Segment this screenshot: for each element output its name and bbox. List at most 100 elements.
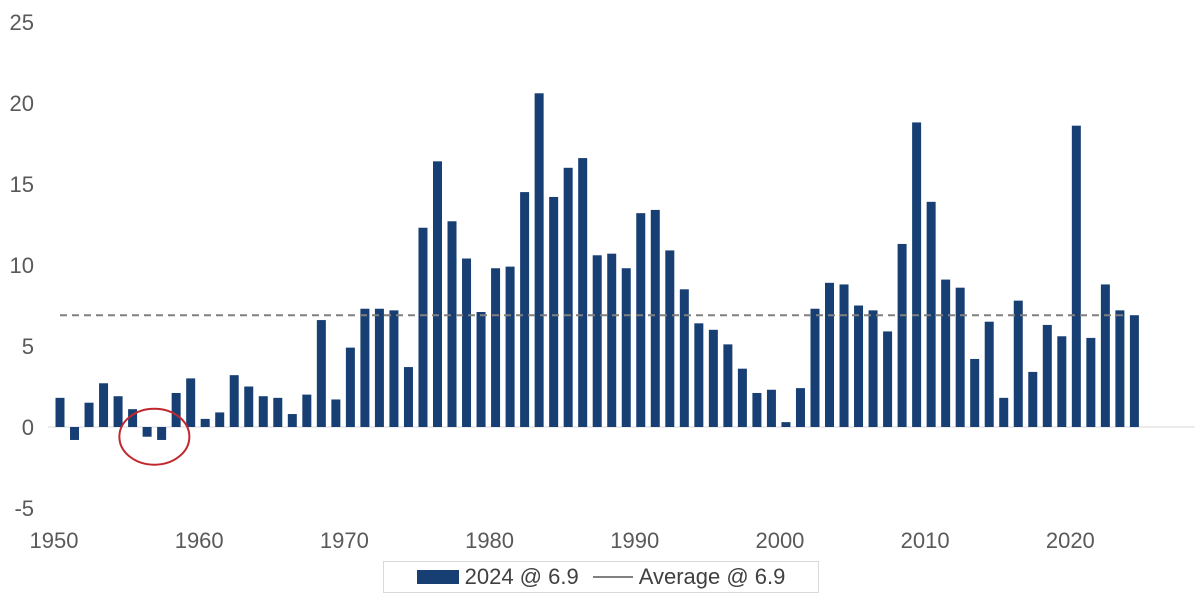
bar	[70, 427, 80, 440]
bar	[462, 258, 472, 427]
bar	[418, 227, 428, 427]
bar	[200, 418, 210, 427]
bar	[55, 397, 65, 427]
x-tick-label: 1960	[175, 528, 224, 553]
legend-item-average: Average @ 6.9	[592, 564, 786, 590]
bar	[1086, 337, 1096, 427]
legend-line-label: Average @ 6.9	[638, 564, 786, 589]
y-tick-label: 10	[10, 253, 34, 278]
bar	[1057, 336, 1067, 427]
bar	[708, 329, 718, 427]
bar	[694, 323, 704, 427]
bar	[1100, 284, 1110, 427]
bar	[665, 250, 675, 427]
bar	[374, 308, 384, 427]
bar	[970, 358, 980, 427]
bar	[142, 427, 152, 437]
bar	[563, 167, 573, 428]
y-tick-label: 20	[10, 91, 34, 116]
bar	[302, 394, 312, 427]
bar	[229, 375, 239, 427]
bar	[607, 253, 617, 427]
bar	[1071, 125, 1081, 428]
bar	[186, 378, 196, 427]
legend-item-bars: 2024 @ 6.9	[416, 564, 579, 590]
bar	[795, 388, 805, 427]
bar	[345, 347, 355, 427]
x-axis: 1950 1960 1970 1980 1990 2000 2010 2020	[30, 528, 1095, 553]
x-tick-label: 1980	[465, 528, 514, 553]
y-axis: -5 0 5 10 15 20 25	[10, 10, 34, 521]
y-tick-label: 25	[10, 10, 34, 35]
bar	[534, 93, 544, 427]
bar	[389, 310, 399, 427]
bar	[897, 243, 907, 427]
bar	[505, 266, 515, 427]
bar	[244, 386, 254, 427]
bar	[549, 196, 559, 427]
bar	[636, 213, 646, 427]
bar	[723, 344, 733, 427]
bar	[766, 389, 776, 427]
bar	[316, 320, 326, 427]
bar	[157, 427, 167, 440]
y-tick-label: 15	[10, 172, 34, 197]
bar	[825, 282, 835, 427]
legend-bar-label: 2024 @ 6.9	[464, 564, 579, 589]
bar	[1028, 371, 1038, 427]
bar	[447, 221, 457, 427]
bar	[1042, 324, 1052, 427]
bar	[926, 201, 936, 427]
line-swatch-icon	[592, 576, 633, 578]
bar	[999, 397, 1009, 427]
y-tick-label: 5	[22, 334, 34, 359]
highlight-circle	[118, 407, 191, 466]
bar	[99, 383, 109, 427]
bar	[403, 367, 413, 427]
bar	[650, 209, 660, 427]
bar	[432, 161, 442, 427]
x-tick-label: 1950	[30, 528, 79, 553]
bar	[360, 308, 370, 427]
bar	[273, 397, 283, 427]
bar	[1013, 300, 1023, 427]
bar	[1115, 310, 1125, 427]
bar	[679, 289, 689, 427]
x-tick-label: 2000	[755, 528, 804, 553]
bar	[171, 392, 181, 427]
bar	[491, 268, 501, 427]
bar	[128, 409, 138, 427]
bar	[810, 308, 820, 427]
bar	[839, 284, 849, 427]
bar-series	[55, 93, 1139, 440]
bar	[854, 305, 864, 427]
bar	[1129, 315, 1139, 427]
bar	[84, 402, 94, 427]
bar-swatch-icon	[416, 570, 459, 584]
x-tick-label: 2010	[901, 528, 950, 553]
bar	[578, 158, 588, 427]
bar	[592, 255, 602, 427]
bar	[520, 192, 530, 427]
x-tick-label: 1970	[320, 528, 369, 553]
bar	[781, 422, 791, 427]
bar	[215, 412, 225, 427]
bar	[955, 287, 965, 427]
bar	[331, 399, 341, 427]
bar	[912, 122, 922, 427]
bar	[287, 414, 297, 427]
bar	[476, 311, 486, 427]
x-tick-label: 2020	[1046, 528, 1095, 553]
bar	[113, 396, 123, 427]
y-tick-label: 0	[22, 415, 34, 440]
bar	[258, 396, 268, 427]
x-tick-label: 1990	[610, 528, 659, 553]
bar	[941, 279, 951, 427]
bar	[883, 331, 893, 427]
legend: 2024 @ 6.9 Average @ 6.9	[383, 561, 819, 593]
bar	[984, 321, 994, 427]
bar	[752, 392, 762, 427]
bar	[737, 368, 747, 427]
bar	[868, 310, 878, 427]
